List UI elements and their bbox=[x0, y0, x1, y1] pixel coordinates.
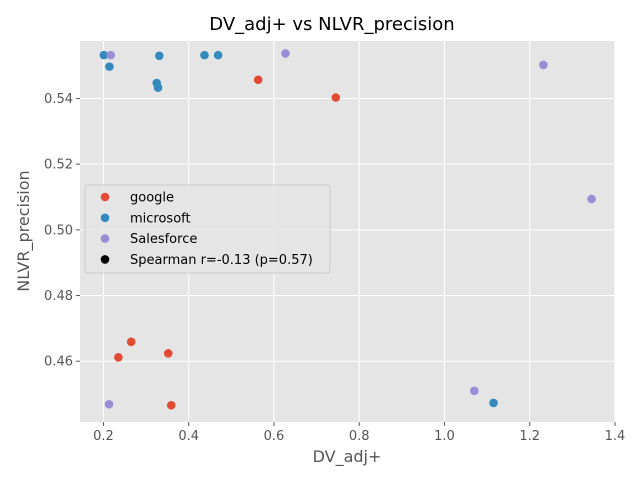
legend-marker-spearman bbox=[100, 255, 110, 264]
x-tick-label: 0.8 bbox=[349, 429, 370, 444]
chart-title: DV_adj+ vs NLVR_precision bbox=[209, 14, 454, 35]
google-point bbox=[163, 349, 173, 358]
y-tick-label: 0.50 bbox=[44, 223, 73, 238]
x-tick-label: 1.2 bbox=[519, 429, 540, 444]
google-point bbox=[331, 93, 341, 102]
legend-label-microsoft: microsoft bbox=[130, 211, 191, 226]
microsoft-point bbox=[200, 50, 209, 60]
google-point bbox=[114, 352, 123, 362]
x-axis-ticks: 0.2 0.4 0.6 0.8 1.0 1.2 1.4 bbox=[93, 422, 625, 444]
legend-label-spearman: Spearman r=-0.13 (p=0.57) bbox=[130, 253, 313, 268]
microsoft-point bbox=[99, 50, 109, 60]
gridlines bbox=[80, 41, 616, 422]
x-tick-label: 0.6 bbox=[264, 429, 285, 444]
y-tick-label: 0.54 bbox=[44, 92, 73, 107]
google-point bbox=[253, 75, 263, 85]
legend-label-google: google bbox=[130, 191, 174, 206]
data-points bbox=[99, 49, 596, 410]
y-tick-label: 0.48 bbox=[44, 289, 73, 304]
salesforce-point bbox=[106, 50, 115, 60]
x-tick-label: 1.4 bbox=[605, 429, 626, 444]
microsoft-point bbox=[105, 62, 114, 71]
salesforce-point bbox=[587, 194, 596, 204]
x-tick-label: 0.4 bbox=[178, 429, 199, 444]
legend-marker-google bbox=[100, 192, 110, 202]
microsoft-point bbox=[153, 83, 163, 92]
y-axis-ticks: 0.46 0.48 0.50 0.52 0.54 bbox=[44, 92, 80, 370]
legend-frame bbox=[84, 184, 331, 274]
google-point bbox=[166, 400, 176, 410]
legend-marker-salesforce bbox=[100, 234, 110, 243]
microsoft-point bbox=[154, 51, 164, 61]
legend: google microsoft Salesforce Spearman r=-0.1… bbox=[84, 184, 331, 274]
google-point bbox=[126, 337, 136, 347]
salesforce-point bbox=[539, 60, 548, 70]
legend-marker-microsoft bbox=[100, 213, 110, 223]
salesforce-point bbox=[281, 49, 290, 58]
y-axis-label: NLVR_precision bbox=[14, 170, 34, 291]
microsoft-point bbox=[213, 50, 223, 60]
y-tick-label: 0.46 bbox=[44, 355, 73, 370]
x-tick-label: 1.0 bbox=[434, 429, 455, 444]
microsoft-point bbox=[489, 398, 498, 408]
x-tick-label: 0.2 bbox=[93, 429, 114, 444]
salesforce-point bbox=[470, 386, 479, 396]
legend-label-salesforce: Salesforce bbox=[130, 232, 197, 247]
y-tick-label: 0.52 bbox=[44, 158, 73, 173]
x-axis-label: DV_adj+ bbox=[313, 447, 382, 467]
salesforce-point bbox=[104, 399, 114, 409]
